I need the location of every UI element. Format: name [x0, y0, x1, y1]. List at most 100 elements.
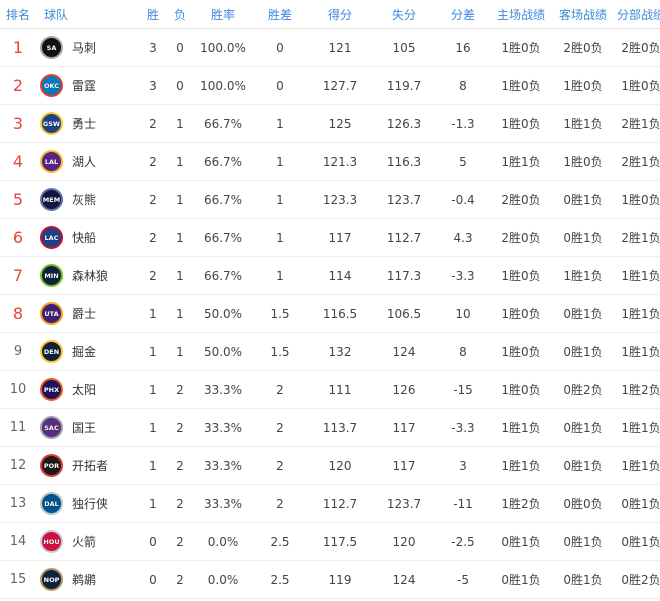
points_against-cell: 117 — [372, 408, 436, 447]
team-name-link[interactable]: 开拓者 — [72, 459, 109, 473]
team-name-link[interactable]: 火箭 — [72, 535, 97, 549]
team-wrap: LAL 湖人 — [36, 150, 140, 173]
rank-cell: 1 — [0, 28, 36, 67]
team-wrap: HOU 火箭 — [36, 530, 140, 553]
mavericks-logo: DAL — [40, 492, 63, 515]
lakers-logo: LAL — [40, 150, 63, 173]
losses-cell: 1 — [166, 294, 194, 333]
win_pct-cell: 100.0% — [194, 66, 252, 105]
home_record-cell: 1胜1负 — [490, 446, 552, 485]
team-name-link[interactable]: 爵士 — [72, 307, 97, 321]
rank-cell: 4 — [0, 142, 36, 181]
home_record-cell: 1胜0负 — [490, 256, 552, 295]
point_diff-cell: 8 — [436, 66, 490, 105]
away_record-cell: 0胜1负 — [552, 180, 614, 219]
games_behind-cell: 2 — [252, 370, 308, 409]
team-name-link[interactable]: 太阳 — [72, 383, 97, 397]
home_record-cell: 1胜0负 — [490, 28, 552, 67]
win_pct-cell: 33.3% — [194, 446, 252, 485]
point_diff-cell: -5 — [436, 560, 490, 599]
points_against-cell: 116.3 — [372, 142, 436, 181]
division_record-cell: 2胜1负 — [614, 104, 660, 143]
column-header-division_record: 分部战绩 — [614, 0, 660, 29]
team-name-link[interactable]: 掘金 — [72, 345, 97, 359]
point_diff-cell: -1.3 — [436, 104, 490, 143]
team-cell: OKC 雷霆 — [36, 66, 140, 105]
team-cell: UTA 爵士 — [36, 294, 140, 333]
team-row-6: 6 LAC 快船 2 1 66.7% 1 117 112.7 4.3 2胜0负 0胜1负 2胜1负 — [0, 218, 660, 257]
win_pct-cell: 0.0% — [194, 560, 252, 599]
division_record-cell: 1胜1负 — [614, 294, 660, 333]
team-name-link[interactable]: 勇士 — [72, 117, 97, 131]
away_record-cell: 0胜2负 — [552, 370, 614, 409]
points_against-cell: 120 — [372, 522, 436, 561]
column-header-wins: 胜 — [140, 0, 166, 29]
win_pct-cell: 66.7% — [194, 218, 252, 257]
games_behind-cell: 2.5 — [252, 560, 308, 599]
points_for-cell: 132 — [308, 332, 372, 371]
games_behind-cell: 1.5 — [252, 332, 308, 371]
team-name-link[interactable]: 独行侠 — [72, 497, 109, 511]
team-wrap: PHX 太阳 — [36, 378, 140, 401]
team-cell: SAC 国王 — [36, 408, 140, 447]
games_behind-cell: 1 — [252, 180, 308, 219]
losses-cell: 2 — [166, 446, 194, 485]
team-name-link[interactable]: 雷霆 — [72, 79, 97, 93]
division_record-cell: 1胜0负 — [614, 66, 660, 105]
wins-cell: 2 — [140, 180, 166, 219]
team-name-link[interactable]: 湖人 — [72, 155, 97, 169]
team-name-link[interactable]: 国王 — [72, 421, 97, 435]
home_record-cell: 2胜0负 — [490, 180, 552, 219]
team-wrap: NOP 鹈鹕 — [36, 568, 140, 591]
points_against-cell: 126 — [372, 370, 436, 409]
team-name-link[interactable]: 马刺 — [72, 41, 97, 55]
games_behind-cell: 1.5 — [252, 294, 308, 333]
team-cell: MIN 森林狼 — [36, 256, 140, 295]
away_record-cell: 0胜1负 — [552, 560, 614, 599]
home_record-cell: 1胜0负 — [490, 332, 552, 371]
nuggets-logo: DEN — [40, 340, 63, 363]
point_diff-cell: 3 — [436, 446, 490, 485]
team-name-link[interactable]: 灰熊 — [72, 193, 97, 207]
rank-cell: 2 — [0, 66, 36, 105]
team-wrap: DEN 掘金 — [36, 340, 140, 363]
point_diff-cell: -0.4 — [436, 180, 490, 219]
warriors-logo: GSW — [40, 112, 63, 135]
games_behind-cell: 0 — [252, 28, 308, 67]
point_diff-cell: -3.3 — [436, 256, 490, 295]
timberwolves-logo: MIN — [40, 264, 63, 287]
wins-cell: 3 — [140, 28, 166, 67]
team-cell: MEM 灰熊 — [36, 180, 140, 219]
wins-cell: 1 — [140, 294, 166, 333]
division_record-cell: 0胜1负 — [614, 522, 660, 561]
team-name-link[interactable]: 快船 — [72, 231, 97, 245]
column-header-games_behind: 胜差 — [252, 0, 308, 29]
wins-cell: 2 — [140, 218, 166, 257]
team-wrap: POR 开拓者 — [36, 454, 140, 477]
points_against-cell: 119.7 — [372, 66, 436, 105]
wins-cell: 1 — [140, 484, 166, 523]
team-row-12: 12 POR 开拓者 1 2 33.3% 2 120 117 3 1胜1负 0胜1负 1胜1负 — [0, 446, 660, 485]
away_record-cell: 1胜1负 — [552, 256, 614, 295]
points_for-cell: 117.5 — [308, 522, 372, 561]
thunder-logo: OKC — [40, 74, 63, 97]
team-name-link[interactable]: 森林狼 — [72, 269, 109, 283]
home_record-cell: 1胜0负 — [490, 294, 552, 333]
point_diff-cell: 10 — [436, 294, 490, 333]
win_pct-cell: 66.7% — [194, 180, 252, 219]
point_diff-cell: -3.3 — [436, 408, 490, 447]
team-row-1: 1 SA 马刺 3 0 100.0% 0 121 105 16 1胜0负 2胜0负 2胜0负 — [0, 28, 660, 67]
team-row-13: 13 DAL 独行侠 1 2 33.3% 2 112.7 123.7 -11 1胜2负 0胜0负 0胜1… — [0, 484, 660, 523]
team-name-link[interactable]: 鹈鹕 — [72, 573, 97, 587]
team-cell: POR 开拓者 — [36, 446, 140, 485]
win_pct-cell: 66.7% — [194, 104, 252, 143]
points_for-cell: 112.7 — [308, 484, 372, 523]
games_behind-cell: 0 — [252, 66, 308, 105]
team-wrap: SA 马刺 — [36, 36, 140, 59]
points_against-cell: 126.3 — [372, 104, 436, 143]
away_record-cell: 0胜0负 — [552, 484, 614, 523]
points_for-cell: 114 — [308, 256, 372, 295]
division_record-cell: 1胜2负 — [614, 370, 660, 409]
spurs-logo: SA — [40, 36, 63, 59]
rank-cell: 11 — [0, 408, 36, 447]
